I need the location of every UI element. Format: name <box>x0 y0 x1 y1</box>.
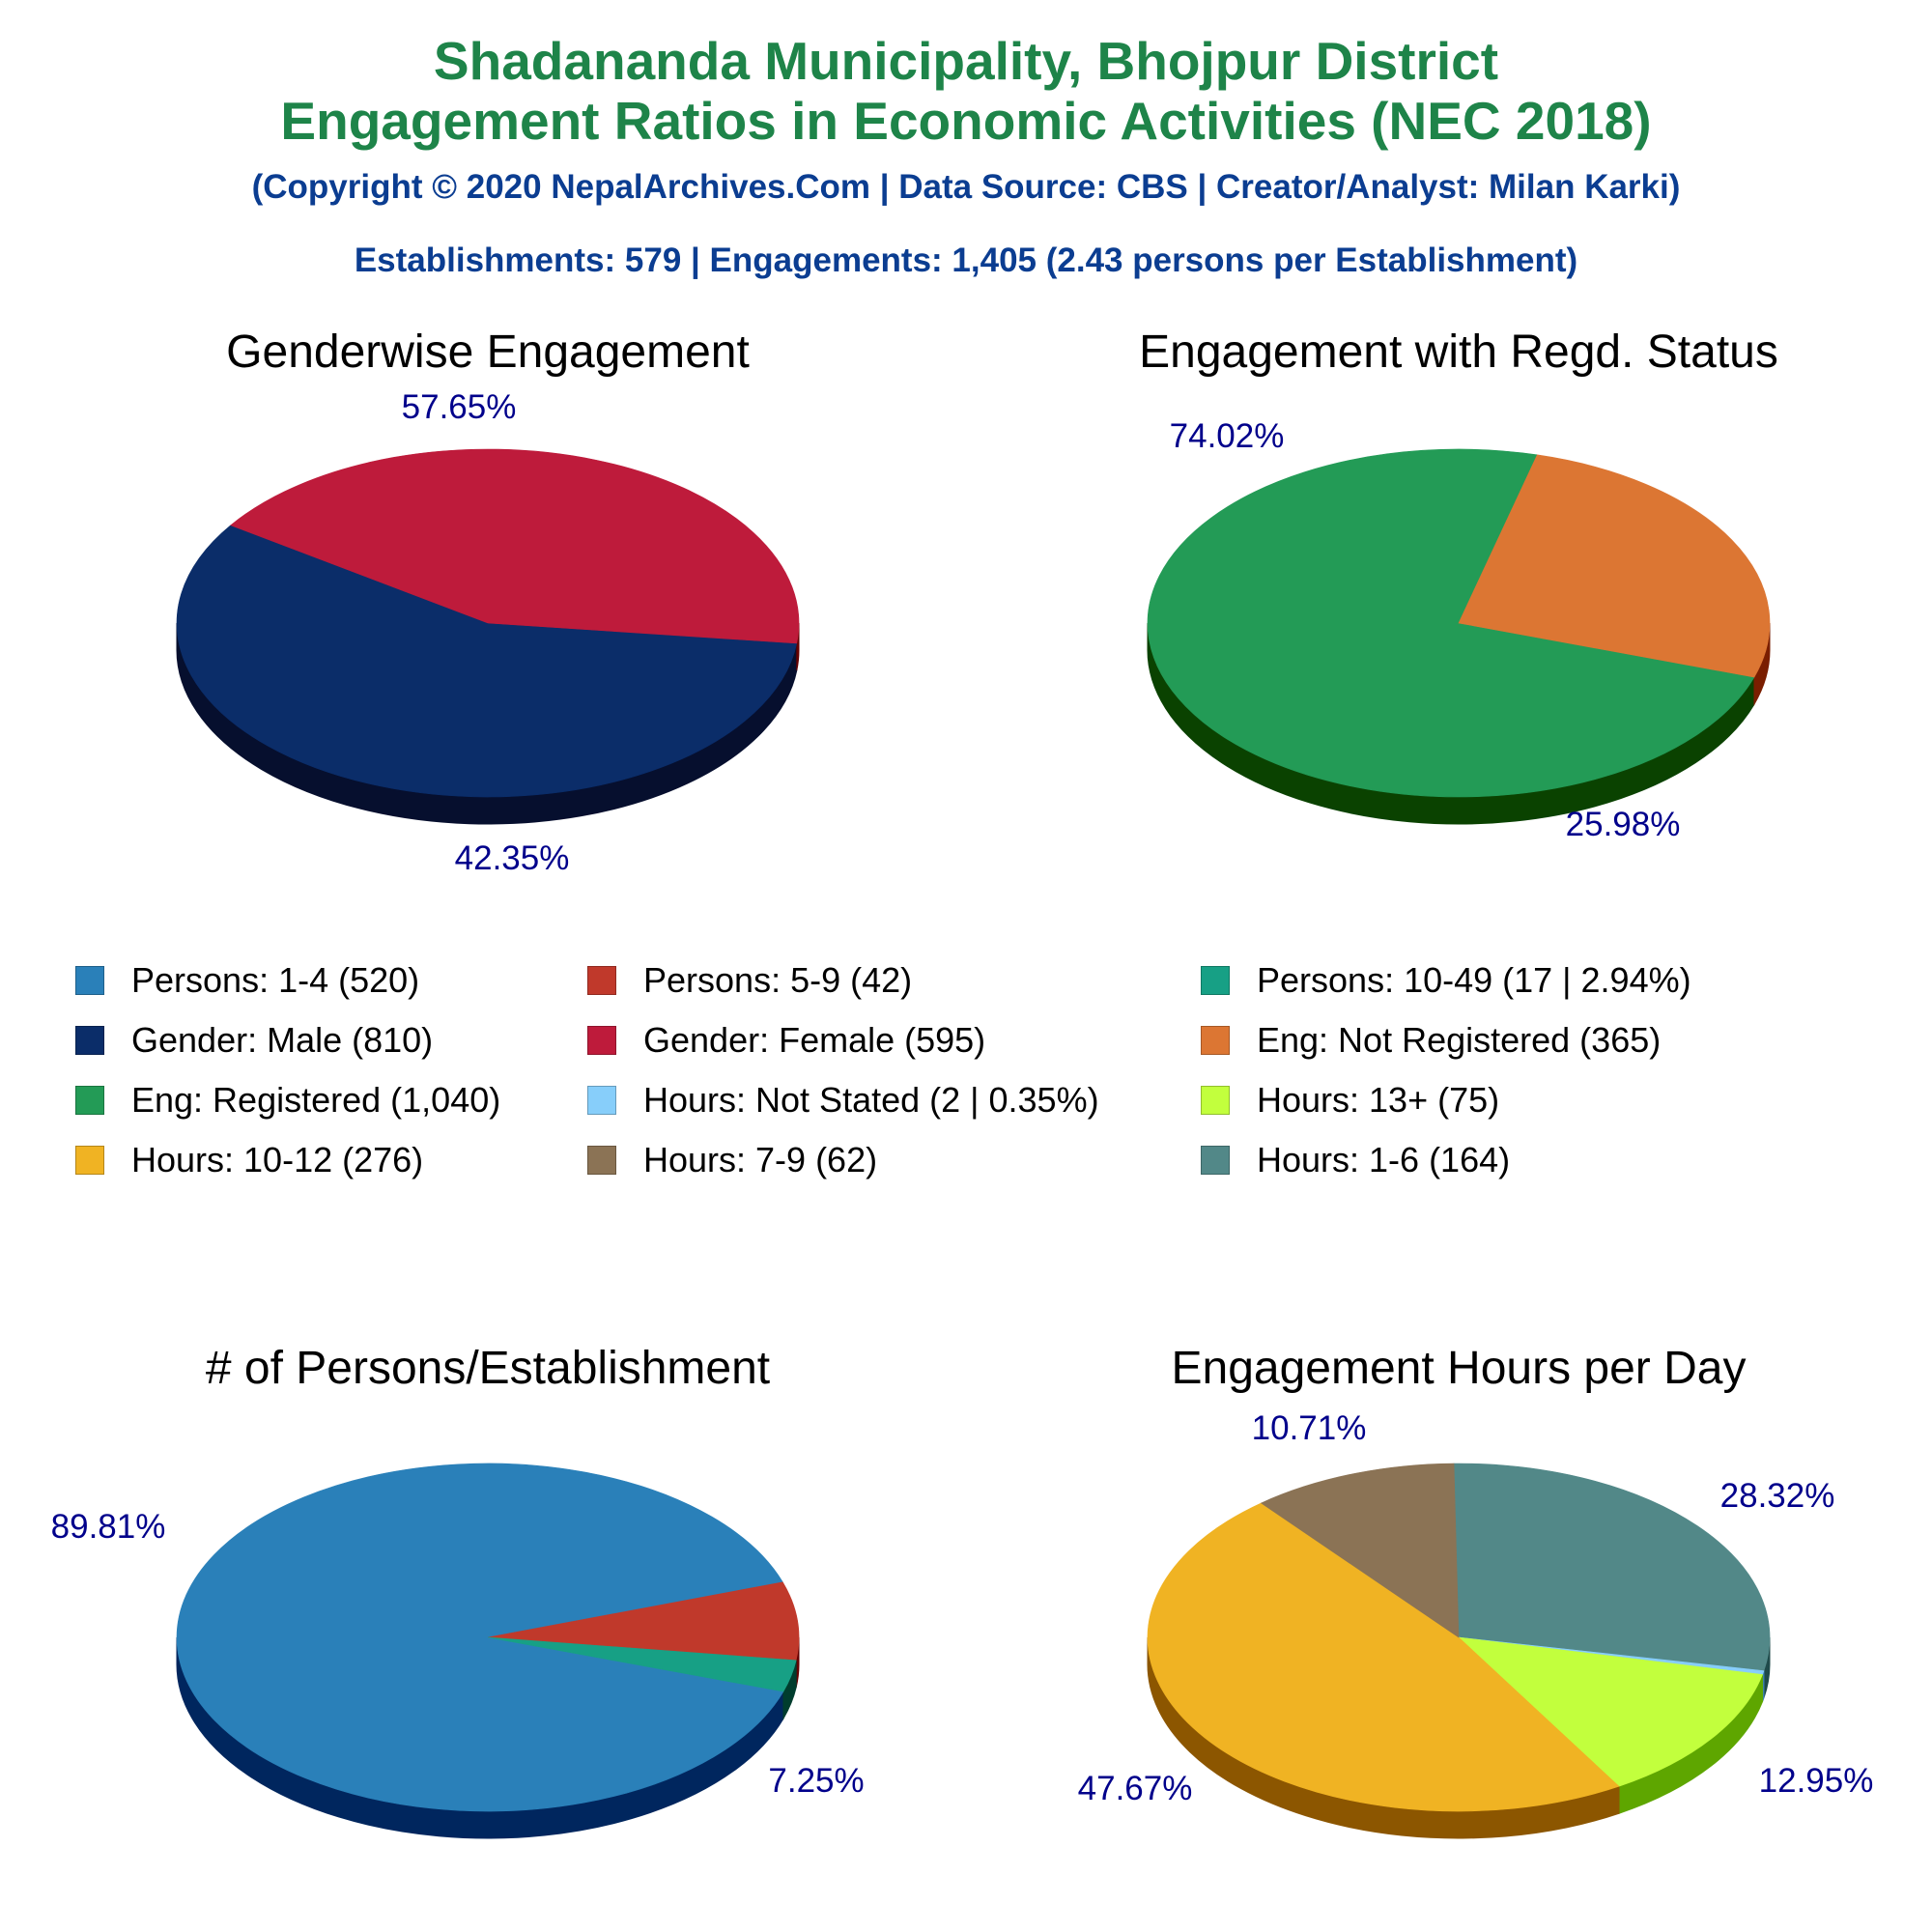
pie-title: Engagement Hours per Day <box>1172 1343 1747 1394</box>
pie-percent-label: 89.81% <box>51 1508 166 1546</box>
pie-slice <box>1458 1636 1763 1787</box>
legend-item: Gender: Female (595) <box>587 1020 986 1060</box>
pie-title: Engagement with Regd. Status <box>1139 327 1778 378</box>
pie-slice <box>230 448 800 644</box>
pie-title: Genderwise Engagement <box>226 327 750 378</box>
pie-percent-label: 25.98% <box>1566 806 1681 843</box>
legend-item: Hours: 7-9 (62) <box>587 1140 878 1179</box>
pie-percent-label: 28.32% <box>1720 1477 1835 1515</box>
legend-item: Hours: Not Stated (2 | 0.35%) <box>587 1080 1099 1120</box>
legend-swatch <box>75 1086 104 1115</box>
copyright-line: (Copyright © 2020 NepalArchives.Com | Da… <box>251 168 1681 206</box>
pie-slice <box>1260 1463 1460 1638</box>
legend-label: Eng: Registered (1,040) <box>131 1080 501 1120</box>
pie-percent-label: 7.25% <box>768 1762 864 1800</box>
pie-slice <box>487 1636 797 1692</box>
legend-swatch <box>75 966 104 995</box>
pie-percent-label: 57.65% <box>402 388 517 426</box>
pie-chart-4: Engagement Hours per Day 28.32% 12.95% 47.6… <box>1078 1343 1874 1839</box>
legend-label: Gender: Female (595) <box>643 1020 986 1060</box>
summary-line: Establishments: 579 | Engagements: 1,405… <box>354 242 1578 279</box>
legend-swatch <box>587 1086 616 1115</box>
legend-label: Hours: 1-6 (164) <box>1257 1140 1511 1179</box>
legend-swatch <box>1201 966 1230 995</box>
legend-swatch <box>587 1026 616 1055</box>
pie-title: # of Persons/Establishment <box>206 1343 770 1394</box>
legend-label: Hours: 10-12 (276) <box>131 1140 424 1179</box>
legend-item: Eng: Not Registered (365) <box>1201 1020 1662 1060</box>
legend-item: Hours: 1-6 (164) <box>1201 1140 1511 1179</box>
pie-percent-label: 10.71% <box>1252 1409 1367 1447</box>
pie-slice <box>1453 1463 1771 1671</box>
pie-slice <box>1147 448 1755 798</box>
legend-label: Persons: 1-4 (520) <box>131 960 420 1000</box>
legend-swatch <box>587 966 616 995</box>
pie-percent-label: 74.02% <box>1170 417 1285 455</box>
legend-item: Gender: Male (810) <box>75 1020 434 1060</box>
chart-title-line2: Engagement Ratios in Economic Activities… <box>280 91 1652 151</box>
pie-percent-label: 47.67% <box>1078 1770 1193 1807</box>
legend-item: Hours: 13+ (75) <box>1201 1080 1500 1120</box>
legend-swatch <box>75 1146 104 1175</box>
legend-label: Hours: Not Stated (2 | 0.35%) <box>643 1080 1099 1120</box>
legend-swatch <box>75 1026 104 1055</box>
legend-item: Eng: Registered (1,040) <box>75 1080 501 1120</box>
legend-label: Hours: 7-9 (62) <box>643 1140 878 1179</box>
legend-swatch <box>1201 1086 1230 1115</box>
pie-percent-label: 42.35% <box>455 839 570 877</box>
pie-slice <box>487 1581 800 1662</box>
legend-label: Eng: Not Registered (365) <box>1257 1020 1662 1060</box>
legend-label: Hours: 13+ (75) <box>1257 1080 1500 1120</box>
pie-chart-2: Engagement with Regd. Status 74.02% 25.98% <box>1139 327 1778 843</box>
legend-label: Gender: Male (810) <box>131 1020 434 1060</box>
legend-item: Hours: 10-12 (276) <box>75 1140 424 1179</box>
pie-chart-3: # of Persons/Establishment 89.81% 7.25% <box>51 1343 865 1839</box>
pie-slice <box>1458 454 1771 678</box>
legend-swatch <box>1201 1146 1230 1175</box>
pie-slice <box>176 525 798 798</box>
legend-item: Persons: 10-49 (17 | 2.94%) <box>1201 960 1691 1000</box>
legend-swatch <box>587 1146 616 1175</box>
chart-title-line1: Shadananda Municipality, Bhojpur Distric… <box>433 31 1499 91</box>
pie-chart-1: Genderwise Engagement 57.65% 42.35% <box>176 327 800 877</box>
legend-label: Persons: 10-49 (17 | 2.94%) <box>1257 960 1691 1000</box>
legend-item: Persons: 1-4 (520) <box>75 960 420 1000</box>
pie-slice <box>1147 1502 1620 1812</box>
legend-swatch <box>1201 1026 1230 1055</box>
pie-slice <box>176 1463 784 1812</box>
pie-percent-label: 12.95% <box>1759 1762 1874 1800</box>
legend-label: Persons: 5-9 (42) <box>643 960 913 1000</box>
legend-item: Persons: 5-9 (42) <box>587 960 913 1000</box>
